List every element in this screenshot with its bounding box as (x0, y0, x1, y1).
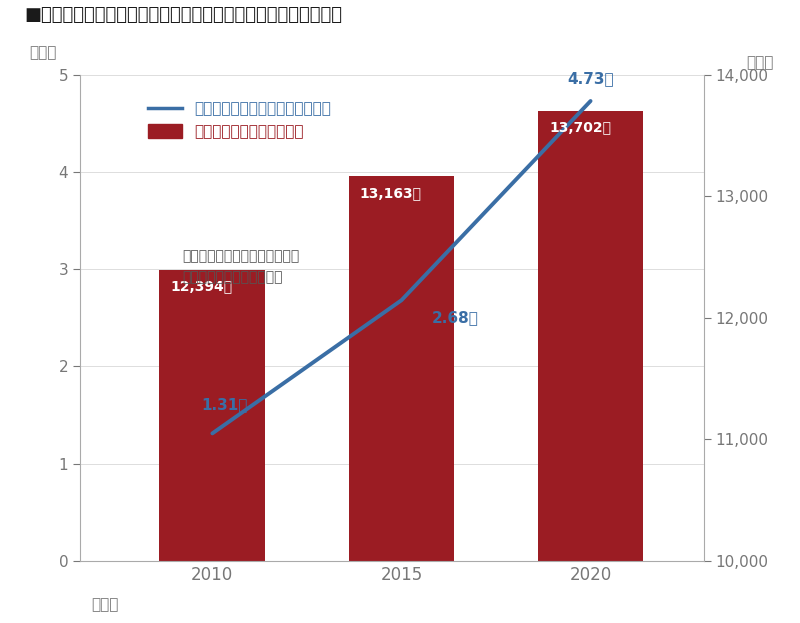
Text: 13,702件: 13,702件 (549, 121, 611, 135)
Text: 12,394件: 12,394件 (170, 280, 233, 293)
Text: 介護業界は人材が獲得できず、
競合が厳しくなっている。: 介護業界は人材が獲得できず、 競合が厳しくなっている。 (182, 250, 299, 284)
Bar (538, 111, 643, 561)
Bar (159, 270, 266, 561)
Text: ■介護サービス施設数および有効求人倍率の増加に伴う人材不足: ■介護サービス施設数および有効求人倍率の増加に伴う人材不足 (24, 6, 342, 24)
Text: 13,163件: 13,163件 (360, 186, 422, 200)
Text: 1.31倍: 1.31倍 (201, 397, 247, 412)
Text: 2.68倍: 2.68倍 (432, 310, 478, 325)
Bar (349, 176, 454, 561)
Y-axis label: （倍）: （倍） (29, 45, 56, 60)
Text: 4.73倍: 4.73倍 (567, 72, 614, 87)
Y-axis label: （件）: （件） (746, 55, 774, 70)
Legend: 介護関連職種有効求人倍率（倍）, 介護サービス施設数（件）: 介護関連職種有効求人倍率（倍）, 介護サービス施設数（件） (144, 97, 336, 144)
Text: （年）: （年） (91, 597, 118, 612)
